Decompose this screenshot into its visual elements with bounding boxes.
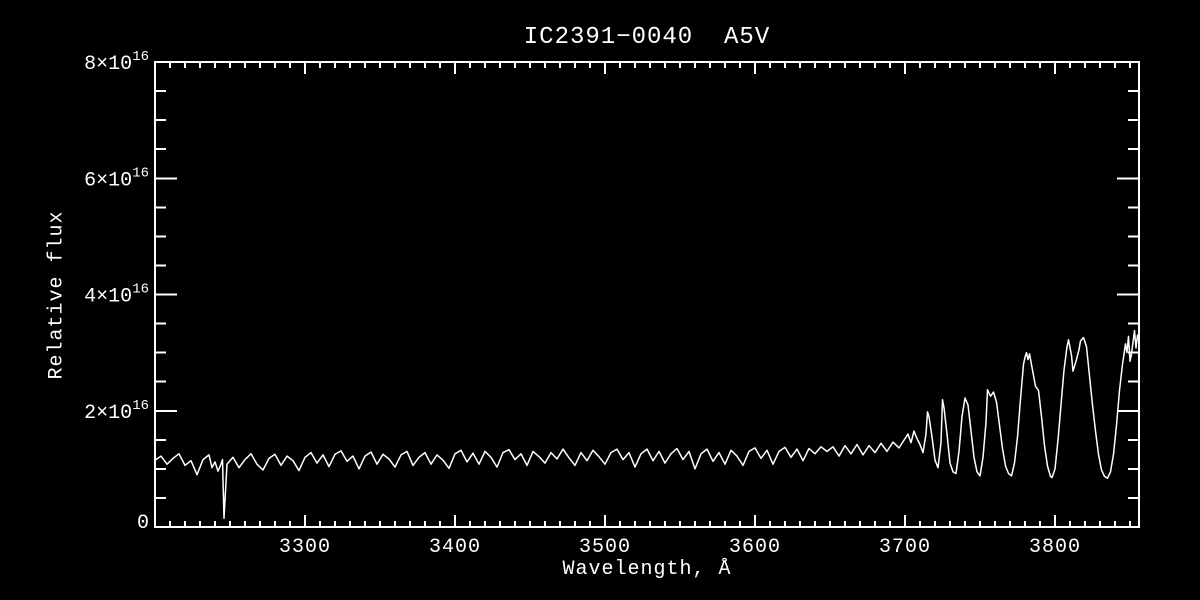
chart-title: IC2391−0040 A5V bbox=[523, 24, 771, 51]
y-tick-label: 6×1016 bbox=[84, 165, 149, 192]
y-tick-label: 8×1016 bbox=[84, 49, 149, 76]
x-tick-label: 3800 bbox=[1029, 536, 1081, 559]
x-tick-label: 3400 bbox=[429, 536, 481, 559]
y-tick-label: 2×1016 bbox=[84, 398, 149, 425]
y-axis-label: Relative flux bbox=[45, 210, 69, 380]
plot-frame bbox=[154, 61, 1140, 528]
y-tick-exponent: 16 bbox=[132, 282, 149, 298]
x-tick-label: 3500 bbox=[579, 536, 631, 559]
x-tick-label: 3300 bbox=[279, 536, 331, 559]
x-tick-label: 3600 bbox=[729, 536, 781, 559]
spectrum-line bbox=[154, 329, 1140, 520]
x-axis-label: Wavelength, Å bbox=[562, 558, 732, 581]
y-tick-exponent: 16 bbox=[132, 398, 149, 414]
y-tick-exponent: 16 bbox=[132, 165, 149, 181]
y-tick-label: 4×1016 bbox=[84, 282, 149, 309]
y-tick-exponent: 16 bbox=[132, 49, 149, 65]
y-tick-label: 0 bbox=[137, 512, 149, 535]
x-tick-label: 3700 bbox=[879, 536, 931, 559]
